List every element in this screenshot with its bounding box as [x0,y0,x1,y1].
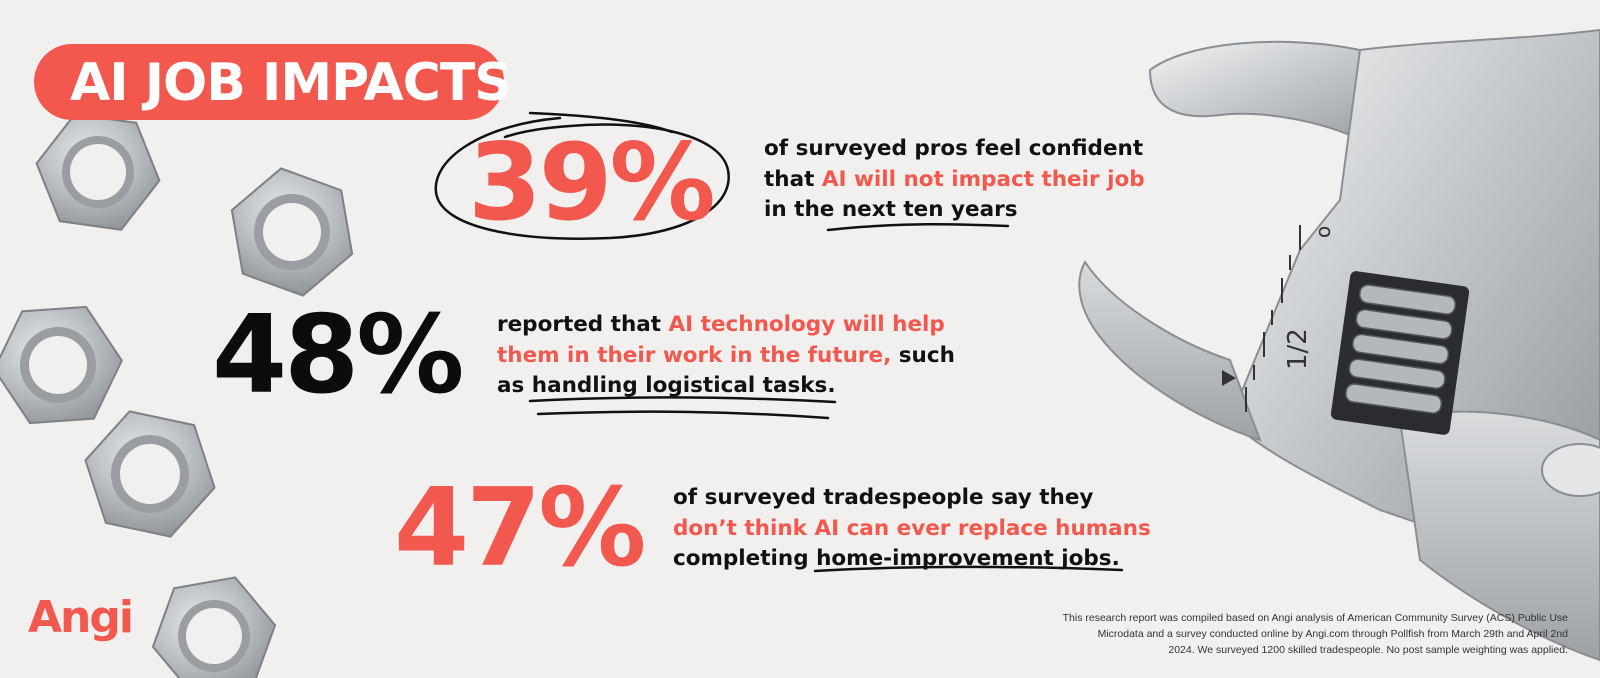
footnote-line: 2024. We surveyed 1200 skilled tradespeo… [1168,644,1568,656]
stat-line: completing home-improvement jobs. [673,546,1120,571]
hex-nut-icon [230,167,354,297]
ellipse-scribble-icon [434,111,730,240]
stat-description: reported that AI technology will help th… [497,310,955,402]
angi-logo: Angi [28,592,134,643]
stat-description: of surveyed pros feel confident that AI … [764,134,1145,226]
footnote: This research report was compiled based … [1008,610,1568,658]
stat-line: them in their work in the future, such [497,342,955,368]
title-pill [34,44,504,120]
stat-line: reported that AI technology will help [497,312,945,337]
wrench-icon: o 1/2 [1078,28,1600,662]
hex-nut-icon [151,576,277,678]
stat-line: of surveyed pros feel confident [764,136,1144,161]
footnote-line: This research report was compiled based … [1062,612,1568,624]
underline-scribble-icon [528,222,1124,573]
hex-nut-icon [0,305,123,425]
wrench-size-marking: 1/2 [1283,328,1313,370]
stat-line: as handling logistical tasks. [497,373,836,398]
hex-nut-icon [84,410,216,538]
hex-nut-icon [35,113,161,231]
stat-value-48: 48% [212,293,465,418]
stat-value-39: 39% [468,121,716,244]
stat-value-47: 47% [394,466,647,591]
stat-line: in the next ten years [764,197,1018,222]
wrench-scale-mark: o [1311,226,1335,238]
stat-line: don’t think AI can ever replace humans [673,515,1151,541]
page-title: AI JOB IMPACTS [70,53,512,113]
stat-line: that AI will not impact their job [764,166,1145,192]
footnote-line: Microdata and a survey conducted online … [1097,628,1568,640]
stat-description: of surveyed tradespeople say they don’t … [673,483,1151,575]
stat-line: of surveyed tradespeople say they [673,485,1094,510]
